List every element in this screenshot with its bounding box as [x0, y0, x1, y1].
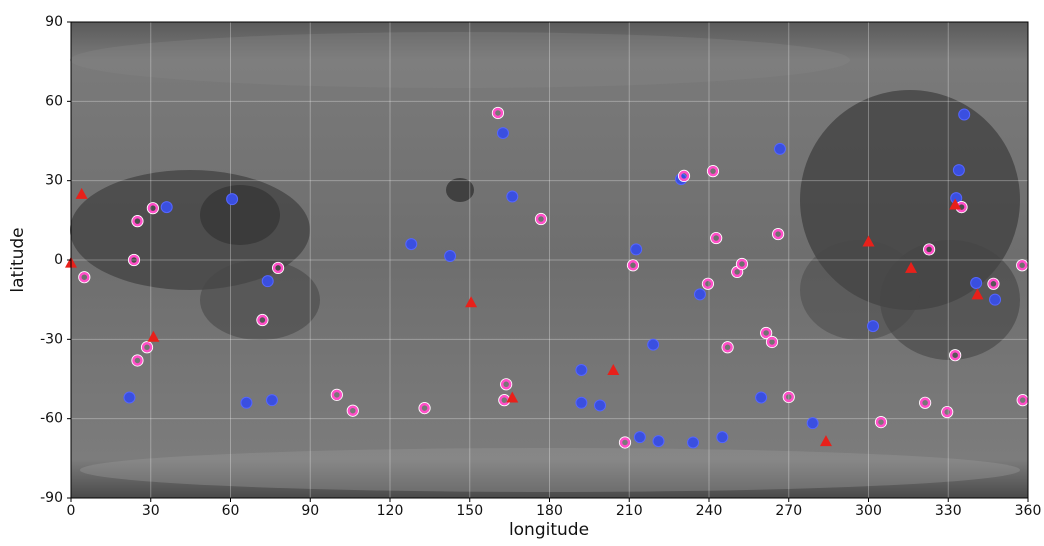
x-tick-label: 60 [222, 503, 240, 519]
x-tick-label: 210 [616, 503, 643, 519]
point [227, 194, 238, 205]
point [648, 339, 659, 350]
x-tick-label: 270 [775, 503, 802, 519]
y-tick-label: 0 [54, 252, 63, 268]
point [576, 365, 587, 376]
point [694, 289, 705, 300]
y-axis-label: latitude [8, 227, 28, 292]
point [124, 392, 135, 403]
y-tick-label: 60 [45, 93, 63, 109]
point [868, 321, 879, 332]
point [971, 278, 982, 289]
point [688, 437, 699, 448]
point [717, 432, 728, 443]
point [241, 397, 252, 408]
y-tick-label: -60 [40, 411, 63, 427]
point [807, 418, 818, 429]
point [161, 202, 172, 213]
point [631, 244, 642, 255]
point [774, 143, 785, 154]
y-tick-label: -90 [40, 490, 63, 506]
y-tick-label: -30 [40, 331, 63, 347]
point [959, 109, 970, 120]
point [653, 436, 664, 447]
point [576, 397, 587, 408]
x-axis-label: longitude [509, 520, 589, 540]
y-tick-label: 30 [45, 173, 63, 189]
point [406, 239, 417, 250]
x-tick-label: 330 [935, 503, 962, 519]
point [953, 165, 964, 176]
chart: longitude latitude 0 30 60 90 120 150 180 210 24… [0, 0, 1044, 542]
point [445, 251, 456, 262]
point [990, 294, 1001, 305]
point [634, 432, 645, 443]
x-tick-label: 30 [142, 503, 160, 519]
point [595, 400, 606, 411]
point [507, 191, 518, 202]
x-tick-label: 0 [67, 503, 76, 519]
point [262, 276, 273, 287]
x-tick-label: 240 [696, 503, 723, 519]
point [497, 128, 508, 139]
x-tick-label: 300 [855, 503, 882, 519]
x-tick-label: 180 [536, 503, 563, 519]
y-tick-label: 90 [45, 14, 63, 30]
x-tick-label: 120 [377, 503, 404, 519]
page: longitude latitude 0 30 60 90 120 150 180 210 24… [0, 0, 1044, 546]
x-tick-label: 150 [456, 503, 483, 519]
point [756, 392, 767, 403]
x-tick-label: 360 [1015, 503, 1042, 519]
point [266, 395, 277, 406]
x-tick-label: 90 [301, 503, 319, 519]
